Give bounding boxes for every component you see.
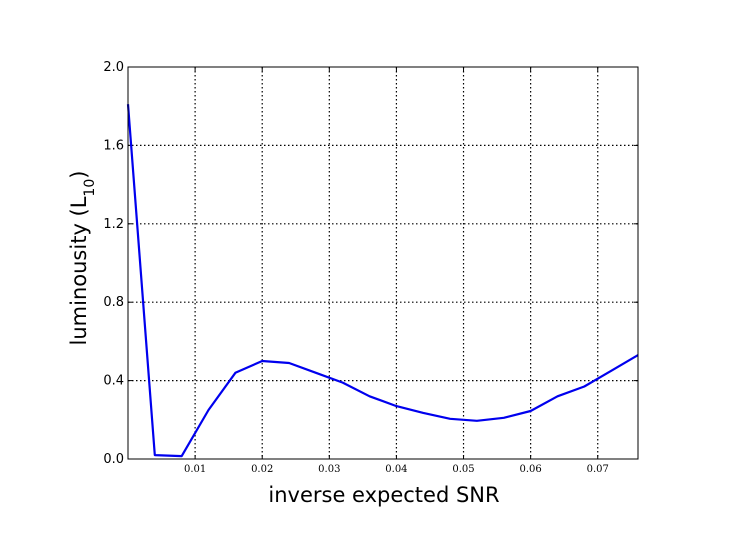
plot-frame [127, 66, 639, 460]
x-tick-label: 0.01 [184, 464, 206, 475]
x-tick-label: 0.03 [318, 464, 340, 475]
y-tick-label: 1.6 [103, 138, 124, 153]
y-tick-label: 2.0 [103, 60, 124, 75]
x-axis-label: inverse expected SNR [268, 483, 499, 507]
y-axis-label-main: luminousity (L [67, 196, 91, 345]
grid-lines [128, 67, 638, 459]
y-axis-label-subscript: 10 [82, 179, 98, 197]
axis-ticks: 0.01 0.02 0.03 0.04 0.05 0.06 0.07 0.0 0.4 0.8 1.2… [103, 60, 638, 475]
x-tick-label: 0.07 [587, 464, 609, 475]
y-axis-label: luminousity (L10) [67, 171, 98, 346]
y-tick-label: 1.2 [103, 217, 124, 232]
y-axis-label-close: ) [67, 171, 91, 179]
y-tick-label: 0.8 [103, 295, 124, 310]
series-layer [126, 104, 639, 458]
x-tick-label: 0.06 [519, 464, 541, 475]
series-line [126, 104, 639, 458]
x-tick-label: 0.02 [251, 464, 273, 475]
x-tick-label: 0.04 [385, 464, 407, 475]
y-tick-label: 0.0 [103, 452, 124, 467]
x-tick-label: 0.05 [452, 464, 474, 475]
y-tick-label: 0.4 [103, 374, 124, 389]
